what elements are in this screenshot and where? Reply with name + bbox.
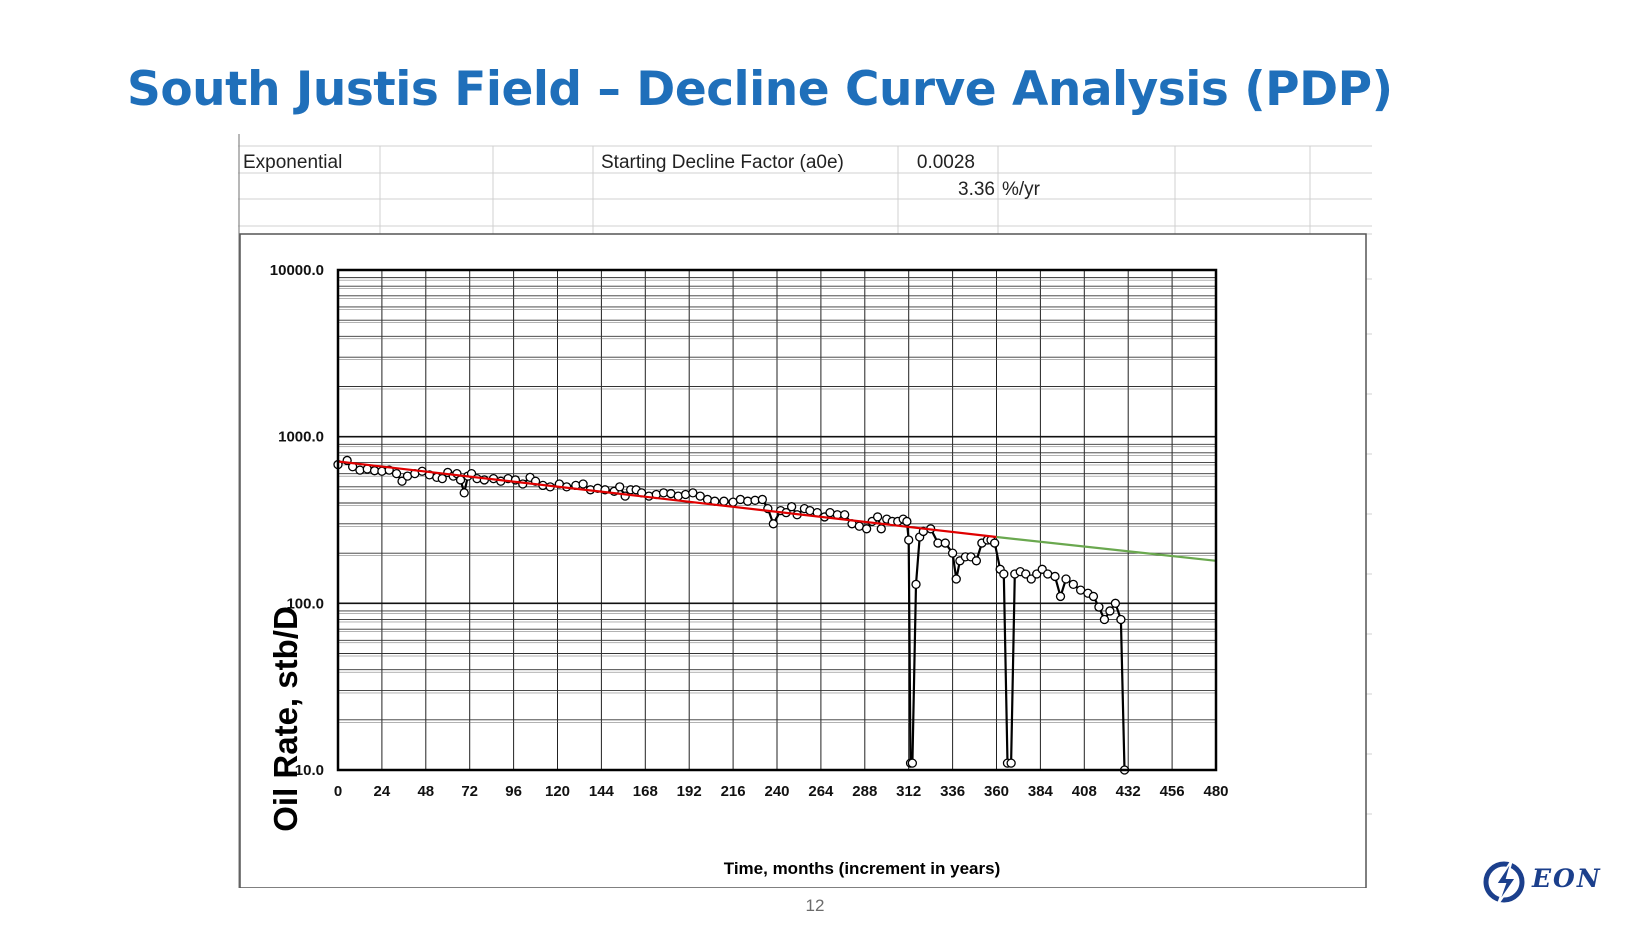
- x-tick-label: 360: [984, 783, 1009, 800]
- history-data-point: [437, 473, 447, 484]
- history-data-point: [1110, 598, 1121, 608]
- history-data-point: [391, 468, 402, 479]
- x-tick-label: 120: [545, 783, 570, 800]
- logo-text: EON: [1532, 864, 1602, 893]
- history-data-point: [951, 574, 961, 584]
- spreadsheet-panel: Exponential Starting Decline Factor (a0e…: [238, 134, 1372, 888]
- history-data-point: [1006, 758, 1016, 768]
- x-tick-label: 408: [1072, 783, 1097, 800]
- forecast-series-line: [996, 535, 1217, 562]
- x-tick-label: 144: [589, 783, 615, 800]
- history-data-point: [902, 516, 912, 527]
- history-data-point: [377, 466, 387, 476]
- history-data-point: [1055, 591, 1066, 602]
- history-data-point: [786, 502, 797, 512]
- annual-decline-value: 3.36: [958, 179, 995, 200]
- x-axis-title: Time, months (increment in years): [724, 859, 1000, 878]
- history-data-point: [1061, 574, 1071, 584]
- history-data-point: [768, 519, 778, 529]
- y-axis-title: Oil Rate, stb/D: [267, 606, 304, 832]
- history-data-point: [695, 491, 705, 501]
- x-tick-label: 0: [334, 783, 342, 800]
- history-data-point: [355, 465, 365, 475]
- x-tick-label: 480: [1203, 783, 1228, 800]
- history-data-point: [840, 510, 850, 520]
- history-data-point: [904, 535, 914, 545]
- history-data-point: [999, 569, 1009, 579]
- history-data-point: [615, 482, 625, 492]
- chart-frame: [239, 233, 1367, 888]
- y-tick-label: 100.0: [286, 595, 324, 612]
- model-label: Exponential: [243, 152, 342, 173]
- x-tick-label: 48: [417, 783, 434, 800]
- history-data-point: [1094, 602, 1104, 612]
- history-data-point: [1088, 591, 1099, 602]
- history-data-point: [1099, 614, 1110, 625]
- y-axis-ticks: 10000.0 1000.0 100.0 10.0: [270, 262, 324, 779]
- x-tick-label: 168: [633, 783, 658, 800]
- history-data-point: [911, 579, 921, 589]
- x-tick-label: 240: [764, 783, 789, 800]
- history-data-point: [673, 491, 683, 501]
- factor-value: 0.0028: [917, 152, 975, 173]
- x-tick-label: 96: [505, 783, 522, 800]
- history-data-point: [1068, 579, 1078, 589]
- annual-decline-unit: %/yr: [1002, 179, 1041, 200]
- plot-area: [336, 268, 1218, 772]
- history-data-point: [872, 512, 883, 522]
- history-data-point: [1116, 614, 1126, 625]
- y-tick-label: 10000.0: [270, 262, 324, 279]
- history-data-point: [459, 488, 469, 498]
- x-tick-label: 24: [374, 783, 391, 800]
- history-data-point: [1105, 606, 1115, 616]
- slide-title: South Justis Field – Decline Curve Analy…: [127, 62, 1393, 117]
- history-data-point: [940, 538, 950, 548]
- history-data-point: [876, 524, 886, 534]
- x-axis-ticks: 0 24 48 72 96 120 144 168 192 216 240 264 288 312 336 3…: [334, 783, 1229, 800]
- history-data-point: [861, 524, 872, 534]
- x-tick-label: 264: [808, 783, 834, 800]
- x-tick-label: 288: [852, 783, 877, 800]
- x-tick-label: 312: [896, 783, 921, 800]
- x-tick-label: 192: [677, 783, 702, 800]
- x-tick-label: 72: [461, 783, 478, 800]
- history-data-point: [757, 494, 768, 505]
- sheet-gridlines: [238, 145, 1372, 815]
- factor-label: Starting Decline Factor (a0e): [601, 152, 844, 173]
- history-data-point: [397, 476, 407, 486]
- x-tick-label: 216: [721, 783, 746, 800]
- page-number: 12: [805, 896, 825, 915]
- history-data-point: [1050, 571, 1060, 582]
- history-data-point: [947, 548, 958, 558]
- x-tick-label: 336: [940, 783, 965, 800]
- history-data-point: [719, 496, 729, 506]
- lightning-globe-icon: [1483, 859, 1525, 905]
- history-data-point: [971, 556, 982, 566]
- company-logo: EON: [1482, 856, 1602, 908]
- x-tick-label: 432: [1116, 783, 1141, 800]
- x-tick-label: 456: [1160, 783, 1185, 800]
- chart-grid: [337, 270, 1217, 771]
- history-data-point: [907, 758, 918, 768]
- history-data-point: [680, 489, 691, 500]
- spreadsheet-grid: Exponential Starting Decline Factor (a0e…: [238, 134, 1372, 888]
- history-data-point: [578, 479, 588, 489]
- y-tick-label: 10.0: [295, 762, 324, 779]
- fit-series-line: [337, 460, 997, 539]
- chart-series: [333, 455, 1217, 775]
- y-tick-label: 1000.0: [278, 429, 324, 446]
- x-tick-label: 384: [1028, 783, 1054, 800]
- history-data-point: [990, 538, 1000, 548]
